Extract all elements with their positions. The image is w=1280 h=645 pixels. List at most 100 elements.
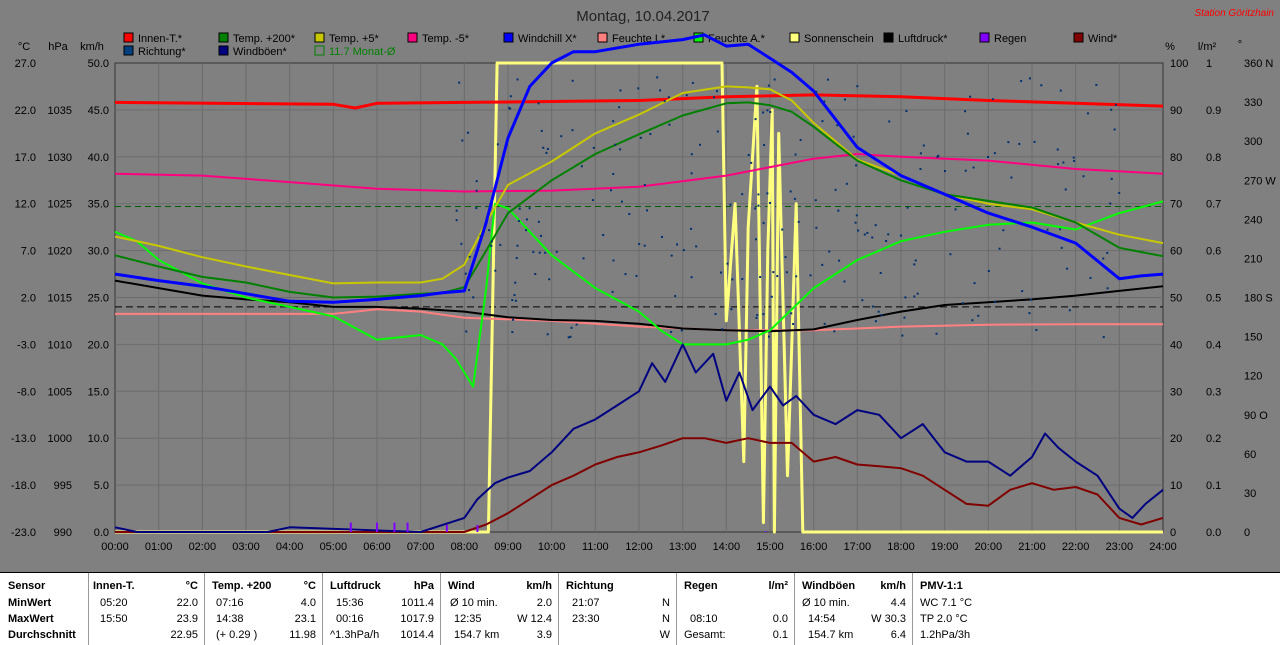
direction-point <box>836 124 839 127</box>
y-tick-direction: 0 <box>1244 527 1250 539</box>
direction-point <box>843 98 846 101</box>
direction-point <box>767 335 770 338</box>
legend-label: Windböen* <box>233 46 288 58</box>
y-tick-kmh: 25.0 <box>88 293 109 305</box>
direction-point <box>1109 202 1112 205</box>
direction-point <box>913 263 916 266</box>
direction-point <box>1102 336 1105 339</box>
druck-min-time: 15:36 <box>336 597 364 609</box>
direction-point <box>685 94 688 97</box>
direction-point <box>546 147 549 150</box>
direction-point <box>461 139 464 142</box>
temp-min-time: 07:16 <box>216 597 244 609</box>
series-line <box>115 308 1163 332</box>
direction-point <box>857 229 860 232</box>
direction-point <box>977 314 980 317</box>
direction-point <box>741 193 744 196</box>
richtung-max-value: N <box>662 613 670 625</box>
y-tick-rain: 0.2 <box>1206 433 1221 445</box>
y-tick-celsius: -3.0 <box>17 339 36 351</box>
direction-point <box>964 110 967 113</box>
direction-point <box>511 331 514 334</box>
direction-point <box>721 328 724 331</box>
x-tick-label: 05:00 <box>320 541 348 553</box>
direction-point <box>509 95 512 98</box>
direction-point <box>998 247 1001 250</box>
legend-swatch <box>314 32 325 43</box>
x-tick-label: 24:00 <box>1149 541 1177 553</box>
direction-point <box>789 190 792 193</box>
direction-point <box>716 130 719 133</box>
y-tick-direction: 240 <box>1244 214 1262 226</box>
direction-point <box>762 111 765 114</box>
direction-point <box>690 172 693 175</box>
y-tick-kmh: 35.0 <box>88 199 109 211</box>
direction-point <box>845 182 848 185</box>
temp-avg-delta: (+ 0.29 ) <box>216 629 258 641</box>
direction-point <box>854 221 857 224</box>
direction-point <box>852 135 855 138</box>
direction-point <box>546 333 549 336</box>
direction-point <box>619 89 622 92</box>
direction-point <box>555 250 558 253</box>
innen-avg-value: 22.95 <box>170 629 198 641</box>
wind-min-value: 2.0 <box>536 597 552 609</box>
direction-point <box>1035 329 1038 332</box>
direction-point <box>534 273 537 276</box>
direction-point <box>690 153 693 156</box>
stats-header-innen: Innen-T. <box>93 580 135 592</box>
legend-label: Innen-T.* <box>138 33 183 45</box>
stats-innen-col: Innen-T. °C 05:20 22.0 15:50 23.9 22.95 <box>88 573 205 645</box>
direction-point <box>874 320 877 323</box>
direction-point <box>571 129 574 132</box>
direction-point <box>856 85 859 88</box>
axis-unit-degree: ° <box>1238 39 1242 51</box>
direction-point <box>517 220 520 223</box>
direction-point <box>624 273 627 276</box>
boeen-max-value: W 30.3 <box>871 613 906 625</box>
direction-point <box>570 326 573 329</box>
direction-point <box>861 299 864 302</box>
x-tick-label: 12:00 <box>625 541 653 553</box>
stats-label-max: MaxWert <box>8 613 54 625</box>
direction-point <box>991 98 994 101</box>
direction-point <box>904 296 907 299</box>
direction-point <box>1115 103 1118 106</box>
direction-point <box>465 330 468 333</box>
direction-point <box>784 256 787 259</box>
direction-point <box>901 334 904 337</box>
direction-point <box>537 220 540 223</box>
direction-point <box>514 281 517 284</box>
direction-point <box>826 78 829 81</box>
stats-pmv-col: PMV-1:1 WC 7.1 °C TP 2.0 °C 1.2hPa/3h <box>912 573 1280 645</box>
y-tick-rain: 0.3 <box>1206 386 1221 398</box>
y-tick-kmh: 50.0 <box>88 58 109 70</box>
wind-avg-distance: 154.7 km <box>454 629 500 641</box>
x-tick-label: 16:00 <box>800 541 828 553</box>
y-tick-kmh: 30.0 <box>88 246 109 258</box>
direction-point <box>838 259 841 262</box>
direction-point <box>1072 156 1075 159</box>
direction-point <box>759 275 762 278</box>
direction-point <box>467 288 470 291</box>
direction-point <box>729 203 732 206</box>
direction-point <box>843 280 846 283</box>
y-tick-direction: 120 <box>1244 371 1262 383</box>
stats-header-druck: Luftdruck <box>330 580 381 592</box>
regen-total-value: 0.1 <box>772 629 788 641</box>
x-tick-label: 21:00 <box>1018 541 1046 553</box>
direction-point <box>660 235 663 238</box>
y-tick-hpa: 995 <box>54 480 72 492</box>
x-tick-label: 09:00 <box>494 541 522 553</box>
direction-point <box>766 192 769 195</box>
y-tick-kmh: 45.0 <box>88 105 109 117</box>
y-tick-direction: 150 <box>1244 332 1262 344</box>
direction-point <box>1020 80 1023 83</box>
x-tick-label: 19:00 <box>931 541 959 553</box>
x-tick-label: 23:00 <box>1106 541 1134 553</box>
direction-point <box>1110 177 1113 180</box>
legend-swatch <box>597 32 608 43</box>
wind-min-label: Ø 10 min. <box>450 597 498 609</box>
direction-point <box>972 166 975 169</box>
druck-avg-delta: ^1.3hPa/h <box>330 629 380 641</box>
